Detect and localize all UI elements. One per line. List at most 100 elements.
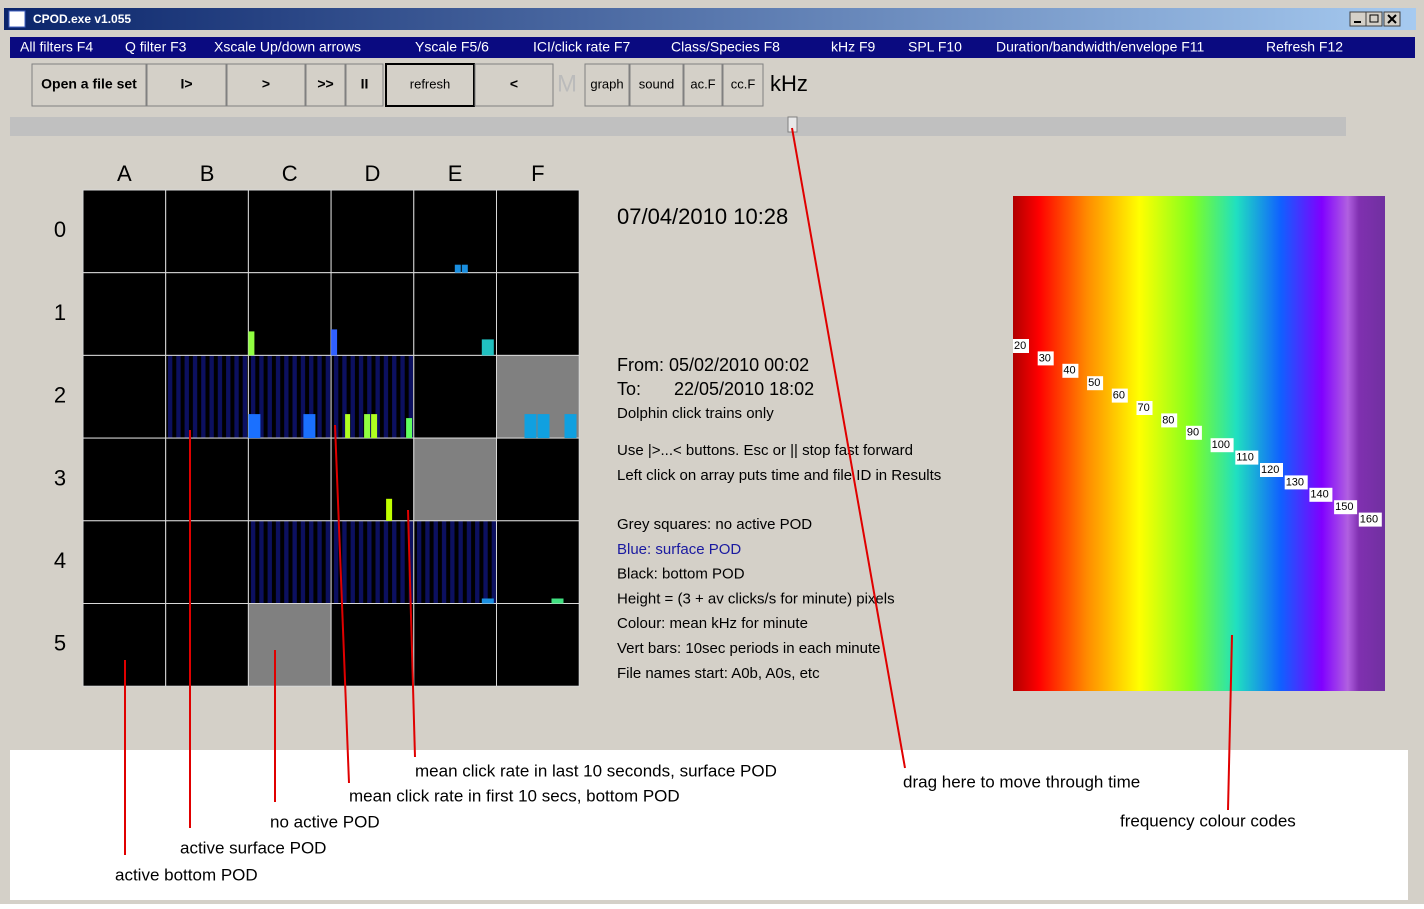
click-bar [331,329,338,356]
pod-cell[interactable] [413,354,497,439]
pod-cell[interactable] [82,272,167,356]
button-label[interactable]: > [262,76,270,92]
button-label[interactable]: cc.F [731,76,756,91]
toolbar-button[interactable] [722,63,764,107]
pod-cell[interactable] [413,189,497,274]
time-slider[interactable] [10,117,1346,136]
menu-item[interactable]: kHz F9 [831,39,876,55]
pod-cell[interactable] [165,354,249,439]
toolbar-button[interactable] [31,63,147,107]
click-bar [524,414,537,439]
button-label[interactable]: >> [317,76,333,92]
pod-cell[interactable] [496,603,580,687]
legend-line: Black: bottom POD [617,566,745,583]
button-label[interactable]: < [510,76,518,92]
row-label: 1 [54,300,66,325]
pod-cell[interactable] [247,603,332,687]
help-line: Use |>...< buttons. Esc or || stop fast … [617,442,913,459]
pod-cell[interactable] [247,189,332,274]
pod-cell[interactable] [165,437,249,522]
annotation-area [10,750,1408,900]
row-label: 0 [54,217,66,242]
toolbar-button[interactable] [683,63,723,107]
menu-item[interactable]: Refresh F12 [1266,39,1343,55]
annotation: active surface POD [180,838,326,857]
minimize[interactable] [1349,11,1367,27]
scale-label-box [1210,438,1234,453]
pod-cell[interactable] [413,437,497,522]
pod-cell[interactable] [330,520,415,604]
maximize[interactable] [1365,11,1383,27]
toolbar-button[interactable] [584,63,630,107]
pod-cell[interactable] [247,354,332,439]
annotation: mean click rate in last 10 seconds, surf… [415,761,777,780]
legend-line: Height = (3 + av clicks/s for minute) pi… [617,590,895,607]
button-label[interactable]: II [361,76,369,92]
scale-label: 30 [1039,352,1051,364]
button-label[interactable]: I> [180,76,192,92]
menu-item[interactable]: Class/Species F8 [671,39,780,55]
pod-cell[interactable] [496,520,580,604]
button-label[interactable]: graph [590,76,623,91]
scale-label-box [1358,512,1382,527]
pod-cell[interactable] [165,189,249,274]
click-bar [248,331,255,356]
app-icon [8,10,26,28]
pod-cell[interactable] [82,354,167,439]
pod-cell[interactable] [82,189,167,274]
button-label[interactable]: ac.F [690,76,715,91]
unit-label: kHz [770,71,808,96]
row-label: 2 [54,383,66,408]
pod-cell[interactable] [247,437,332,522]
range-to-label: To: [617,379,641,399]
pod-cell[interactable] [496,437,580,522]
menu-item[interactable]: ICI/click rate F7 [533,39,630,55]
click-bar [551,598,564,604]
menu-item[interactable]: Xscale Up/down arrows [214,39,361,55]
pod-cell[interactable] [330,189,415,274]
pod-cell[interactable] [496,189,580,274]
scale-label-box [1334,500,1358,515]
help-line: Left click on array puts time and file I… [617,467,941,484]
pod-cell[interactable] [330,437,415,522]
menu-item[interactable]: SPL F10 [908,39,962,55]
scale-label: 80 [1162,414,1174,426]
pod-cell[interactable] [247,520,332,604]
toolbar-button[interactable] [385,63,475,107]
scale-label-box [1062,363,1079,378]
scale-label: 110 [1236,452,1254,464]
legend-line: Vert bars: 10sec periods in each minute [617,640,880,657]
pod-cell[interactable] [165,272,249,356]
window-title: CPOD.exe v1.055 [33,12,131,26]
button-label[interactable]: sound [639,76,674,91]
toolbar-button[interactable] [474,63,554,107]
toolbar-button[interactable] [226,63,306,107]
pod-cell[interactable] [330,272,415,356]
menu-item[interactable]: Duration/bandwidth/envelope F11 [996,39,1205,55]
toolbar-button[interactable] [629,63,684,107]
colour-bar [1013,196,1385,691]
toolbar-button[interactable] [146,63,227,107]
button-label[interactable]: Open a file set [41,76,137,92]
click-bar [537,414,550,439]
pod-cell[interactable] [165,603,249,687]
scale-label: 20 [1014,340,1026,352]
scale-label-box [1309,487,1333,502]
toolbar-button[interactable] [305,63,346,107]
window-controls[interactable] [1349,11,1401,27]
pod-cell[interactable] [247,272,332,356]
menu-item[interactable]: Q filter F3 [125,39,187,55]
menu-item[interactable]: All filters F4 [20,39,93,55]
scale-label: 100 [1212,439,1230,451]
pod-cell[interactable] [82,437,167,522]
pod-cell[interactable] [82,520,167,604]
pod-cell[interactable] [413,520,497,604]
pod-cell[interactable] [496,272,580,356]
pod-cell[interactable] [413,603,497,687]
scale-label: 140 [1310,489,1328,501]
pod-cell[interactable] [165,520,249,604]
menu-item[interactable]: Yscale F5/6 [415,39,489,55]
button-label[interactable]: refresh [410,76,450,91]
toolbar-button[interactable] [345,63,384,107]
